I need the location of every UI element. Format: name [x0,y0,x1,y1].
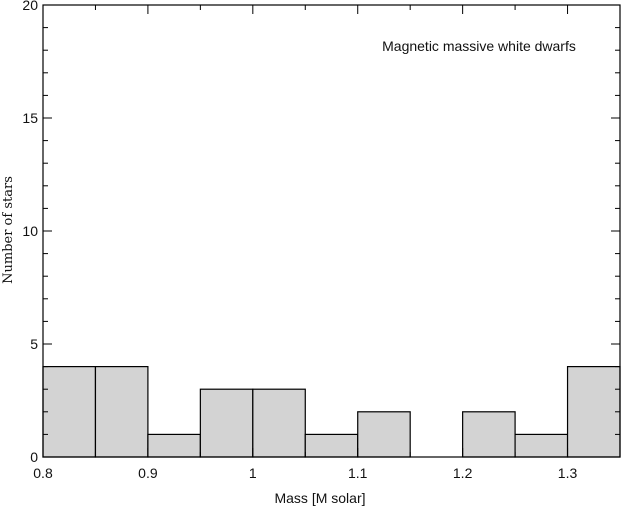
y-tick-label: 0 [30,449,38,465]
y-tick-label: 10 [22,223,38,239]
chart-annotation: Magnetic massive white dwarfs [382,38,576,54]
y-axis-label: Number of stars [1,176,16,284]
y-tick-label: 5 [30,336,38,352]
x-tick-label: 1.3 [558,465,578,481]
histogram-bar-2 [147,433,201,458]
histogram-bars [42,366,621,458]
histogram-bar-10 [566,366,621,458]
histogram-bar-5 [304,433,359,458]
x-tick-label: 1 [249,465,257,481]
x-tick-label: 0.9 [138,465,158,481]
x-tick-label: 1.1 [348,465,368,481]
histogram-bar-6 [357,411,411,458]
x-axis-label: Mass [M solar] [274,490,365,506]
x-tick-labels: 0.8 0.9 1 1.1 1.2 1.3 [33,465,577,481]
x-tick-label: 1.2 [453,465,473,481]
y-tick-label: 15 [22,110,38,126]
y-tick-label: 20 [22,0,38,13]
histogram-bar-8 [462,411,516,458]
histogram-bar-4 [252,388,306,458]
y-tick-labels: 0 5 10 15 20 [22,0,38,465]
histogram-bar-3 [199,388,254,458]
histogram-bar-0 [42,366,97,458]
histogram-bar-1 [94,366,149,458]
axis-ticks [42,4,620,458]
x-tick-label: 0.8 [33,465,53,481]
histogram-bar-9 [514,433,569,458]
